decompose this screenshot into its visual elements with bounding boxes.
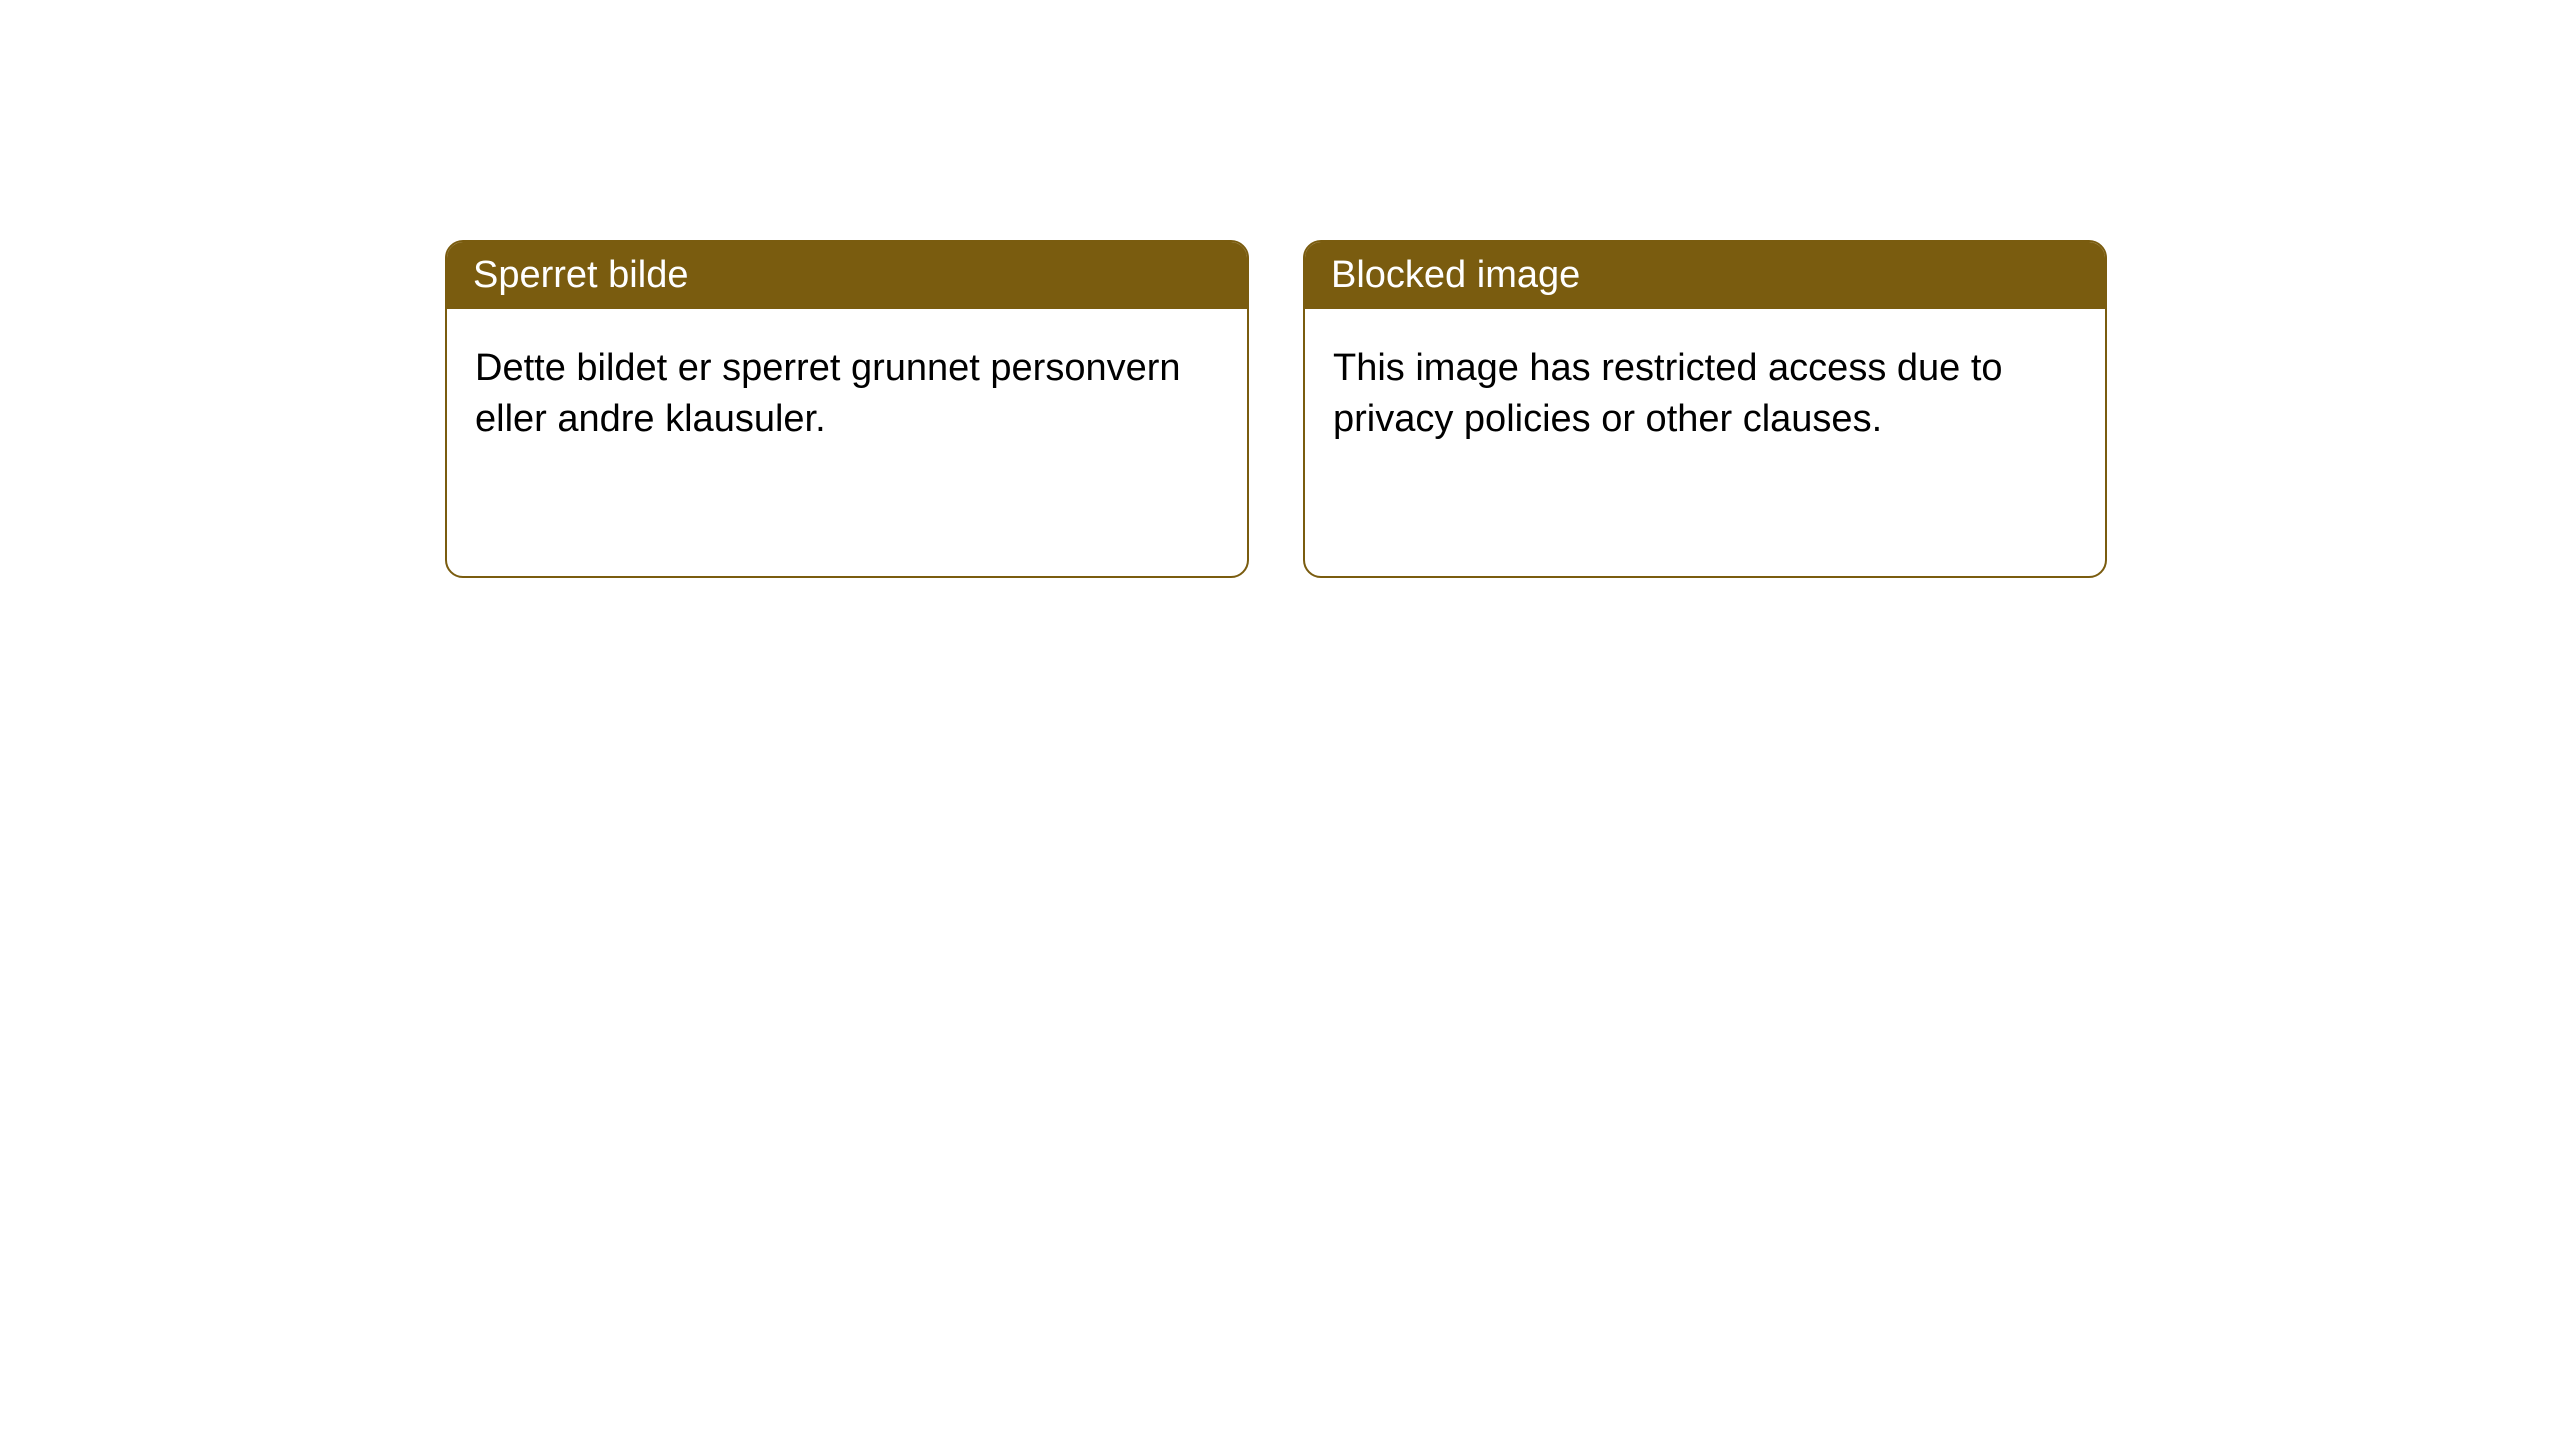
card-header: Blocked image xyxy=(1305,242,2105,309)
card-body-text: This image has restricted access due to … xyxy=(1333,347,2003,440)
blocked-image-card-en: Blocked image This image has restricted … xyxy=(1303,240,2107,578)
card-header: Sperret bilde xyxy=(447,242,1247,309)
card-header-text: Sperret bilde xyxy=(473,254,688,296)
card-body: This image has restricted access due to … xyxy=(1305,309,2105,480)
blocked-image-card-no: Sperret bilde Dette bildet er sperret gr… xyxy=(445,240,1249,578)
card-body: Dette bildet er sperret grunnet personve… xyxy=(447,309,1247,480)
card-body-text: Dette bildet er sperret grunnet personve… xyxy=(475,347,1181,440)
card-header-text: Blocked image xyxy=(1331,254,1580,296)
cards-container: Sperret bilde Dette bildet er sperret gr… xyxy=(445,240,2107,578)
